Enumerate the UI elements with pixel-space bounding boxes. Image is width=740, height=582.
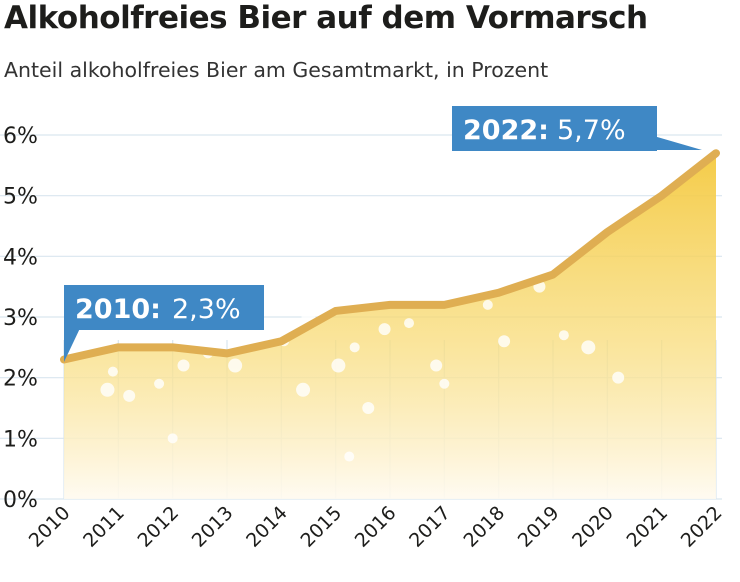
callout-box: [452, 106, 657, 151]
callout-value-label: 5,7%: [557, 115, 626, 146]
y-tick-label: 3%: [3, 306, 38, 331]
series-line: [60, 149, 720, 364]
bubble-decoration: [123, 389, 136, 402]
bubble-decoration: [439, 378, 450, 389]
x-tick-label: 2020: [568, 502, 618, 552]
bubble-decoration: [452, 275, 463, 286]
bubble-decoration: [404, 318, 415, 329]
bubble-decoration: [344, 451, 355, 462]
x-tick-label: 2022: [677, 502, 727, 552]
bubble-decoration: [558, 330, 569, 341]
chart-title: Alkoholfreies Bier auf dem Vormarsch: [4, 0, 648, 36]
chart-subtitle: Anteil alkoholfreies Bier am Gesamtmarkt…: [4, 58, 549, 82]
x-tick-label: 2021: [622, 502, 672, 552]
bubble-decoration: [349, 342, 360, 353]
x-tick-label: 2018: [459, 502, 509, 552]
x-tick-label: 2015: [296, 502, 346, 552]
bubble-decoration: [581, 340, 596, 355]
bubble-decoration: [482, 299, 493, 310]
bubble-decoration: [430, 359, 443, 372]
x-tick-label: 2017: [405, 502, 455, 552]
callout-2022: 2022: 5,7%: [452, 106, 702, 151]
bubble-decoration: [498, 335, 511, 348]
bubble-decoration: [331, 358, 346, 373]
callout-2010: 2010: 2,3%: [64, 285, 264, 362]
y-tick-label: 5%: [3, 185, 38, 210]
bubble-decoration: [378, 323, 391, 336]
callout-box: [64, 285, 264, 330]
bubble-decoration: [265, 324, 276, 335]
x-tick-label: 2016: [351, 502, 401, 552]
y-tick-label: 1%: [3, 427, 38, 452]
bubble-decoration: [362, 402, 375, 414]
bubble-decoration: [100, 382, 115, 397]
y-tick-label: 2%: [3, 367, 38, 392]
x-tick-label: 2011: [79, 502, 129, 552]
bubble-decoration: [167, 433, 178, 444]
bubble-decoration: [154, 378, 165, 389]
callout-pointer: [64, 324, 82, 362]
x-tick-label: 2013: [188, 502, 238, 552]
y-tick-label: 6%: [3, 124, 38, 149]
y-tick-label: 0%: [3, 488, 38, 513]
bubble-decoration: [612, 371, 625, 384]
x-tick-label: 2014: [242, 502, 292, 552]
area-fill: [64, 153, 716, 499]
callout-year-label: 2010:: [75, 294, 161, 325]
bubble-decoration: [107, 366, 118, 377]
y-tick-label: 4%: [3, 245, 38, 270]
bubble-decoration: [228, 358, 243, 373]
x-tick-label: 2012: [133, 502, 183, 552]
bubble-decoration: [296, 382, 311, 397]
x-tick-label: 2019: [514, 502, 564, 552]
callout-value-label: 2,3%: [172, 294, 241, 325]
callout-year-label: 2022:: [463, 115, 549, 146]
bubble-decoration: [177, 359, 190, 372]
